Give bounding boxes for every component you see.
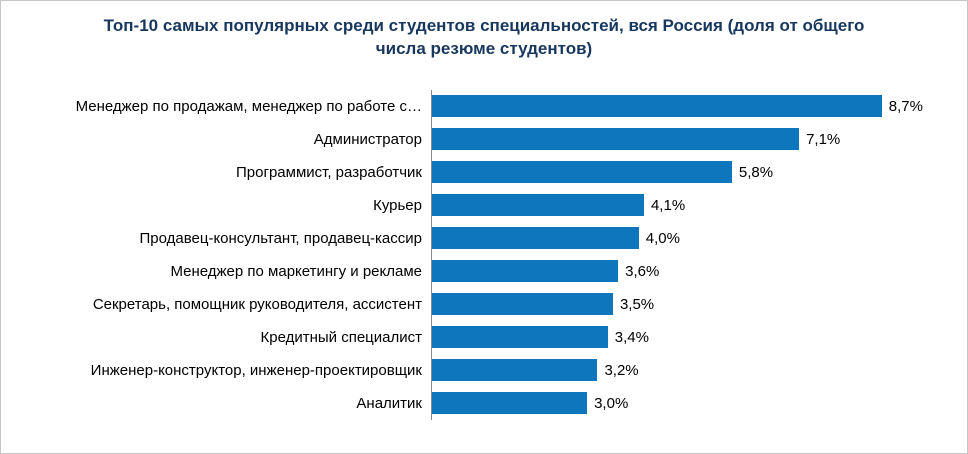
category-label: Аналитик (356, 394, 422, 412)
plot-area: 3,6% (431, 254, 949, 288)
chart-row: Администратор 7,1% (9, 122, 949, 156)
category-label: Курьер (373, 196, 422, 214)
chart-row: Менеджер по продажам, менеджер по работе… (9, 89, 949, 123)
bar (432, 260, 619, 283)
category-label: Менеджер по продажам, менеджер по работе… (75, 97, 422, 115)
chart-row: Курьер 4,1% (9, 188, 949, 222)
chart-row: Продавец-консультант, продавец-кассир 4,0… (9, 221, 949, 255)
plot-area: 8,7% (431, 89, 949, 123)
chart-row: Программист, разработчик 5,8% (9, 155, 949, 189)
bar (432, 392, 588, 415)
chart-row: Инженер-конструктор, инженер-проектировщ… (9, 353, 949, 387)
chart-row: Менеджер по маркетингу и рекламе 3,6% (9, 254, 949, 288)
plot-area: 3,5% (431, 287, 949, 321)
value-label: 3,2% (604, 361, 639, 379)
value-label: 4,1% (650, 196, 686, 214)
bar (432, 326, 608, 349)
value-label: 3,0% (594, 394, 629, 412)
plot-area: 3,4% (431, 320, 949, 354)
plot-area: 4,0% (431, 221, 949, 255)
category-label: Кредитный специалист (260, 328, 422, 346)
category-label: Секретарь, помощник руководителя, ассист… (92, 295, 422, 313)
chart-row: Секретарь, помощник руководителя, ассист… (9, 287, 949, 321)
plot-area: 7,1% (431, 122, 949, 156)
bar (432, 194, 644, 217)
value-label: 8,7% (888, 97, 923, 115)
chart-row: Аналитик 3,0% (9, 386, 949, 420)
category-label: Инженер-конструктор, инженер-проектировщ… (90, 361, 422, 379)
bar (432, 359, 598, 382)
bar (432, 293, 613, 316)
plot-area: 4,1% (431, 188, 949, 222)
category-label: Программист, разработчик (236, 163, 422, 181)
plot-area: 3,0% (431, 386, 949, 420)
category-label: Администратор (313, 130, 422, 148)
chart-row: Кредитный специалист 3,4% (9, 320, 949, 354)
value-label: 3,6% (625, 262, 660, 280)
value-label: 4,0% (645, 229, 680, 247)
category-label: Менеджер по маркетингу и рекламе (170, 262, 422, 280)
bar (432, 128, 800, 151)
bar (432, 161, 732, 184)
plot-area: 5,8% (431, 155, 949, 189)
plot-area: 3,2% (431, 353, 949, 387)
chart-rows: Менеджер по продажам, менеджер по работе… (1, 67, 967, 453)
value-label: 3,5% (619, 295, 655, 313)
bar (432, 227, 639, 250)
value-label: 5,8% (738, 163, 774, 181)
category-label: Продавец-консультант, продавец-кассир (139, 229, 422, 247)
value-label: 3,4% (614, 328, 649, 346)
chart-title: Топ-10 самых популярных среди студентов … (103, 16, 865, 58)
value-label: 7,1% (806, 130, 841, 148)
bar (432, 95, 882, 118)
